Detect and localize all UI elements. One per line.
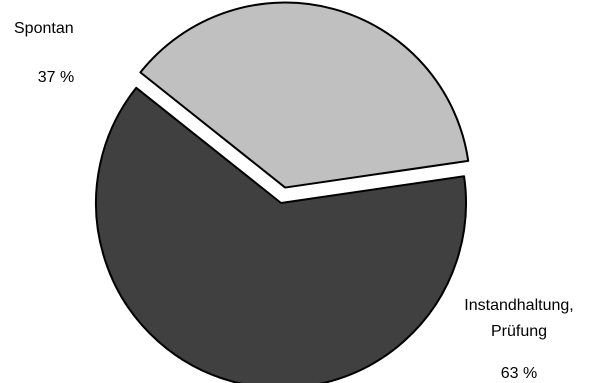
pie-labels: Spontan 37 % Instandhaltung, Prüfung 63 % [14,20,574,382]
slice-value-label-1: 37 % [38,69,74,86]
slice-label-2-line-1: Instandhaltung, [464,297,573,314]
slice-label-2-line-2: Prüfung [491,323,547,340]
slice-label-1-line-1: Spontan [14,20,74,37]
pie-slices [95,1,470,383]
pie-slice-1 [139,1,470,189]
slice-value-label-2: 63 % [501,365,537,382]
pie-slice-2 [95,86,467,383]
